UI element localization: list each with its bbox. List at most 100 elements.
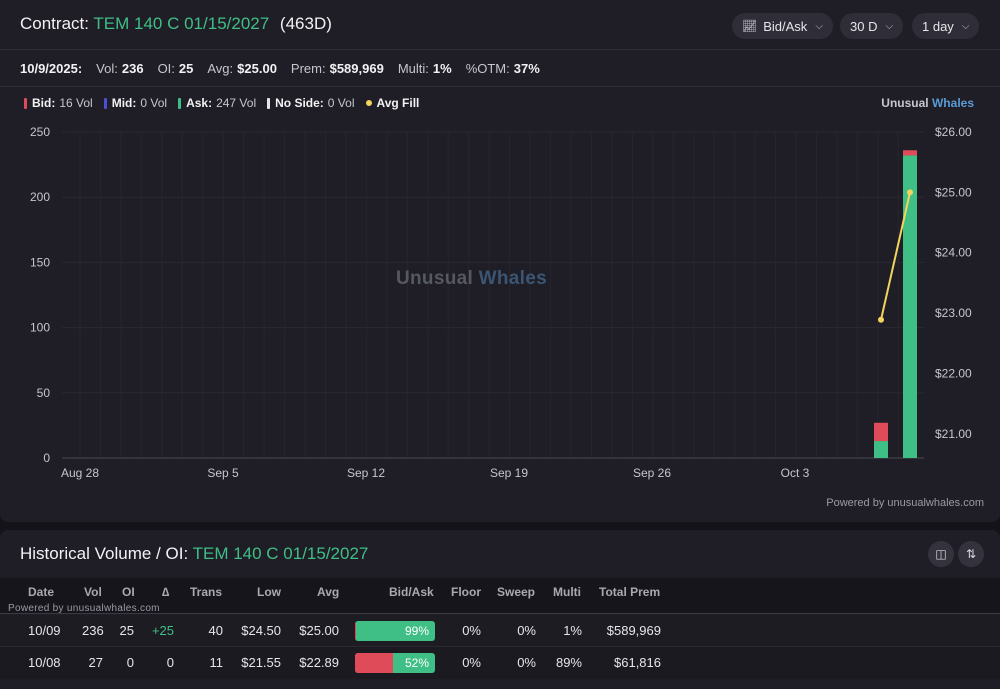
column-settings-icon[interactable]: ◫ [928, 541, 954, 567]
view-mode-dropdown[interactable]: 📈︎ Bid/Ask ⌵ [732, 13, 833, 39]
bid-ask-pct: 52% [404, 656, 429, 670]
avg-fill-swatch [365, 100, 372, 106]
col-trans[interactable]: Trans [190, 585, 223, 599]
cell-low: $21.55 [241, 655, 281, 670]
ask-volume-bar [874, 441, 888, 458]
y-left-tick-label: 250 [30, 125, 50, 139]
cell-multi: 89% [555, 655, 582, 670]
chevron-down-icon: ⌵ [815, 20, 823, 32]
cell-multi: 1% [563, 623, 582, 638]
col-sweep[interactable]: Sweep [497, 585, 536, 599]
col-oi[interactable]: OI [122, 585, 135, 599]
col-avg[interactable]: Avg [317, 585, 340, 599]
col-date[interactable]: Date [28, 585, 55, 599]
y-right-tick-label: $22.00 [935, 366, 972, 380]
avg-fill-point [907, 189, 913, 196]
legend-avg-fill[interactable]: Avg Fill [365, 96, 424, 110]
cell-total-prem: $589,969 [606, 623, 661, 638]
stats-multi: Multi: 1% [397, 61, 452, 76]
cell-vol: 236 [82, 623, 104, 638]
interval-dropdown[interactable]: 1 day ⌵ [912, 13, 980, 39]
chart-watermark: Unusual Whales [396, 268, 547, 289]
table-row[interactable]: 10/08 27 0 0 11 $21.55 $22.89 52% 0% 0% … [0, 647, 1000, 679]
y-right-tick-label: $21.00 [935, 427, 972, 441]
table-row[interactable]: 10/09 236 25 +25 40 $24.50 $25.00 99% 0%… [0, 615, 1000, 647]
bid-ask-bar: 99% [355, 621, 435, 641]
cell-date: 10/08 [28, 655, 61, 670]
contract-stats-bar: 10/9/2025: Vol: 236 OI: 25 Avg: $25.00 Prem… [0, 51, 1000, 87]
stats-date: 10/9/2025: [20, 61, 83, 76]
range-dropdown[interactable]: 30 D ⌵ [840, 13, 904, 39]
cell-delta: 0 [166, 655, 174, 670]
x-tick-label: Sep 5 [207, 466, 239, 480]
cell-vol: 27 [88, 655, 103, 670]
chart-panel [0, 0, 1000, 522]
history-table-header [0, 578, 1000, 614]
stats-vol: Vol: 236 [96, 61, 144, 76]
days-to-expiry: (463D) [279, 14, 332, 33]
noside-swatch [267, 97, 271, 109]
cell-date: 10/09 [28, 623, 61, 638]
cell-delta: +25 [151, 623, 174, 638]
contract-label: Contract: [20, 14, 89, 33]
x-tick-label: Oct 3 [781, 466, 810, 480]
cell-oi: 25 [119, 623, 134, 638]
cell-total-prem: $61,816 [614, 655, 661, 670]
chevron-down-icon: ⌵ [885, 20, 894, 32]
cell-avg: $25.00 [299, 623, 339, 638]
y-left-tick-label: 0 [43, 451, 50, 465]
y-right-tick-label: $25.00 [935, 185, 972, 199]
x-tick-label: Sep 26 [633, 466, 671, 480]
avg-fill-line [880, 192, 911, 320]
contract-title: Contract: TEM 140 C 01/15/2027 (463D) [20, 14, 332, 34]
bid-ask-volume-chart: 0 50 100 150 200 250 $21.00 $22.00 $23.00 $24.00 $… [30, 125, 972, 480]
col-multi[interactable]: Multi [553, 585, 581, 599]
chevron-down-icon: ⌵ [961, 20, 970, 32]
history-title: Historical Volume / OI: TEM 140 C 01/15/… [20, 544, 369, 563]
y-right-tick-label: $23.00 [935, 306, 972, 320]
mid-swatch [103, 97, 107, 109]
legend-bid[interactable]: Bid: 16 Vol [24, 96, 93, 110]
cell-oi: 0 [126, 655, 134, 670]
x-tick-label: Aug 28 [61, 466, 99, 480]
cell-low: $24.50 [241, 623, 281, 638]
ask-swatch [178, 97, 182, 109]
col-total-prem[interactable]: Total Prem [599, 585, 661, 599]
y-left-tick-label: 50 [37, 386, 51, 400]
cell-sweep: 0% [517, 655, 536, 670]
col-low[interactable]: Low [257, 585, 281, 599]
col-bid-ask[interactable]: Bid/Ask [389, 585, 434, 599]
interval-label: 1 day [922, 18, 954, 34]
bid-volume-bar [903, 150, 917, 156]
cell-floor: 0% [462, 655, 481, 670]
x-tick-label: Sep 19 [490, 466, 528, 480]
cell-floor: 0% [462, 623, 481, 638]
bid-volume-bar [874, 422, 888, 442]
y-right-tick-label: $24.00 [935, 246, 972, 260]
line-chart-icon: 📈︎ [742, 19, 758, 33]
legend-ask[interactable]: Ask: 247 Vol [178, 96, 256, 110]
y-left-tick-label: 100 [30, 321, 50, 335]
powered-by-watermark: Powered by unusualwhales.com [8, 603, 160, 614]
view-mode-label: Bid/Ask [763, 18, 808, 34]
col-floor[interactable]: Floor [451, 585, 481, 599]
stats-oi: OI: 25 [157, 61, 194, 76]
col-vol[interactable]: Vol [84, 585, 102, 599]
cell-avg: $22.89 [299, 655, 339, 670]
bid-ask-bar: 52% [355, 653, 435, 673]
stats-otm: %OTM: 37% [465, 61, 540, 76]
col-delta[interactable]: ∆ [162, 585, 170, 599]
bid-ask-bar-bid [355, 653, 394, 673]
cell-sweep: 0% [517, 623, 536, 638]
powered-by-link[interactable]: Powered by unusualwhales.com [826, 497, 984, 509]
ask-volume-bar [903, 155, 917, 459]
chart-legend: Bid: 16 Vol Mid: 0 Vol Ask: 247 Vol No Side… [24, 96, 434, 110]
x-tick-label: Sep 12 [347, 466, 385, 480]
cell-trans: 11 [209, 655, 224, 670]
bid-ask-pct: 99% [404, 624, 429, 638]
contract-name[interactable]: TEM 140 C 01/15/2027 [93, 14, 270, 33]
legend-noside[interactable]: No Side: 0 Vol [267, 96, 355, 110]
legend-mid[interactable]: Mid: 0 Vol [103, 96, 167, 110]
y-left-tick-label: 200 [30, 190, 50, 204]
expand-collapse-icon[interactable]: ⇅ [958, 541, 984, 567]
